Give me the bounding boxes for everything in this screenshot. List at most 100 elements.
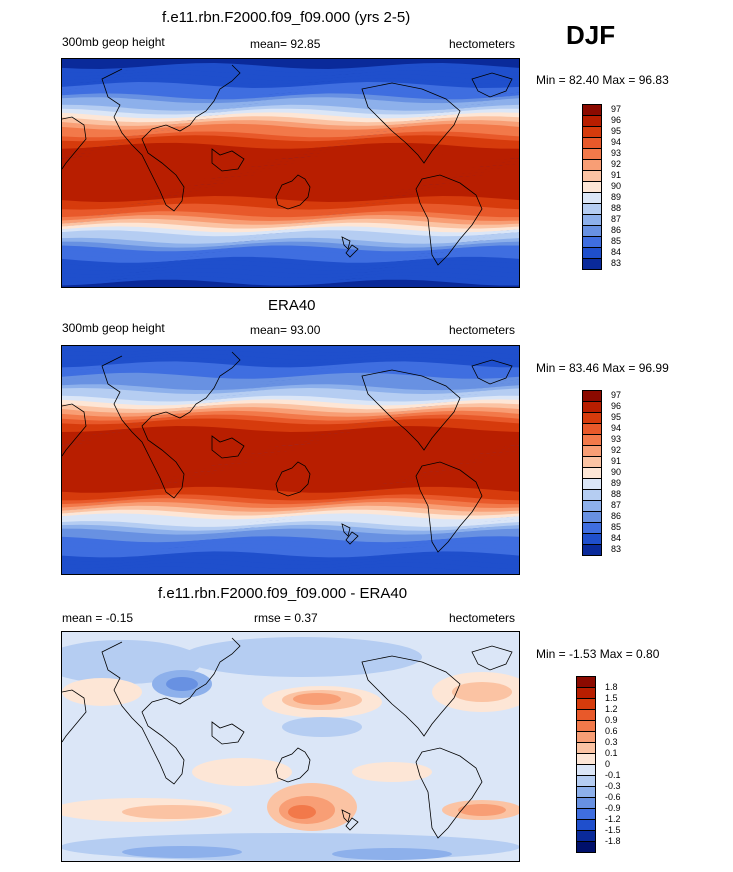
- coastline: [341, 809, 351, 823]
- contour-band: [62, 150, 519, 162]
- contour-band: [62, 82, 519, 93]
- coastline: [211, 148, 245, 172]
- contour-band: [62, 369, 519, 380]
- contour-band: [62, 551, 519, 563]
- coastline: [275, 174, 311, 210]
- contour-band: [62, 123, 519, 135]
- contour-band: [62, 540, 519, 551]
- contour-band: [62, 365, 519, 377]
- contour-band: [62, 127, 519, 139]
- coastline: [275, 747, 311, 783]
- colorbar-tick-label: 0: [605, 758, 611, 769]
- contour-band: [62, 414, 519, 426]
- contour-band: [62, 460, 519, 472]
- colorbar-tick-label: 97: [611, 390, 622, 400]
- contour-region: [122, 805, 222, 819]
- colorbar-tick-label: 89: [611, 192, 622, 202]
- contour-band: [62, 562, 519, 574]
- coastline: [345, 531, 359, 545]
- coastline: [471, 645, 513, 671]
- contour-region: [282, 717, 362, 737]
- panel-1-colorbar: 97 96 95 94 93 92 91 90 89 88 87 86 85 84 83: [582, 104, 642, 284]
- contour-band: [62, 505, 519, 517]
- colorbar-tick-label: 93: [611, 148, 622, 158]
- contour-band: [62, 380, 519, 392]
- contour-band: [62, 486, 519, 498]
- coastline: [62, 403, 87, 457]
- contour-band: [62, 142, 519, 154]
- panel-3-contour-plot: [62, 632, 519, 861]
- panel-1-mean-label: mean= 92.85: [250, 37, 321, 51]
- coastline: [211, 721, 245, 745]
- contour-band: [62, 184, 519, 196]
- contour-band: [62, 279, 519, 287]
- panel-3-mean-label: mean = -0.15: [62, 611, 134, 625]
- colorbar-tick-label: 92: [611, 159, 622, 169]
- coastline: [345, 817, 359, 831]
- contour-band: [62, 196, 519, 207]
- contour-region: [182, 637, 422, 677]
- contour-band: [62, 78, 519, 90]
- coastline: [361, 655, 461, 737]
- panel-2-mean-label: mean= 93.00: [250, 323, 321, 337]
- panel-3-minmax-label: Min = -1.53 Max = 0.80: [536, 647, 660, 661]
- colorbar-tick-label: 96: [611, 401, 622, 411]
- colorbar-tick-label: 86: [611, 225, 622, 235]
- contour-band: [62, 66, 519, 78]
- contour-band: [62, 448, 519, 460]
- contour-region: [166, 677, 198, 691]
- colorbar-tick-label: 91: [611, 456, 622, 466]
- contour-band: [62, 131, 519, 143]
- colorbar-tick-label: 89: [611, 478, 622, 488]
- colorbar-tick-label: -0.6: [605, 791, 621, 802]
- coastline: [345, 244, 359, 258]
- panel-3-units-label: hectometers: [449, 611, 516, 625]
- contour-band: [62, 391, 519, 403]
- colorbar-tick-label: 94: [611, 423, 622, 433]
- contour-band: [62, 490, 519, 502]
- panel-3-map: [61, 631, 520, 862]
- colorbar-tick-label: 0.3: [605, 736, 618, 747]
- colorbar-tick-label: 96: [611, 115, 622, 125]
- contour-band: [62, 346, 519, 358]
- coastline: [101, 637, 241, 785]
- coastline: [415, 174, 483, 266]
- contour-band: [62, 188, 519, 200]
- colorbar-tick-label: -1.5: [605, 824, 621, 835]
- contour-band: [62, 74, 519, 86]
- contour-band: [62, 543, 519, 555]
- colorbar-tick-label: -0.3: [605, 780, 621, 791]
- panel-1-variable-label: 300mb geop height: [62, 35, 165, 49]
- contour-band: [62, 361, 519, 373]
- contour-band: [62, 357, 519, 369]
- contour-band: [62, 566, 519, 574]
- colorbar-tick-label: 95: [611, 412, 622, 422]
- contour-band: [62, 135, 519, 147]
- contour-band: [62, 199, 519, 211]
- contour-band: [62, 483, 519, 494]
- colorbar-swatch: [582, 544, 602, 556]
- contour-band: [62, 256, 519, 268]
- contour-band: [62, 555, 519, 567]
- contour-band: [62, 346, 519, 354]
- colorbar-tick-label: 90: [611, 181, 622, 191]
- contour-band: [62, 437, 519, 449]
- panel-3-title: f.e11.rbn.F2000.f09_f09.000 - ERA40: [158, 585, 408, 602]
- contour-band: [62, 264, 519, 276]
- contour-band: [62, 234, 519, 245]
- colorbar-tick-label: 92: [611, 445, 622, 455]
- colorbar-tick-label: 1.8: [605, 681, 618, 692]
- contour-band: [62, 207, 519, 219]
- colorbar-tick-label: 83: [611, 544, 622, 554]
- contour-band: [62, 218, 519, 230]
- contour-region: [452, 682, 512, 702]
- panel-1-map: [61, 58, 520, 288]
- contour-region: [122, 846, 242, 858]
- contour-region: [352, 762, 432, 782]
- season-label: DJF: [566, 20, 616, 50]
- contour-region: [293, 693, 341, 705]
- contour-band: [62, 169, 519, 181]
- coastline: [62, 116, 87, 170]
- colorbar-tick-label: 97: [611, 104, 622, 114]
- colorbar-tick-label: 0.1: [605, 747, 618, 758]
